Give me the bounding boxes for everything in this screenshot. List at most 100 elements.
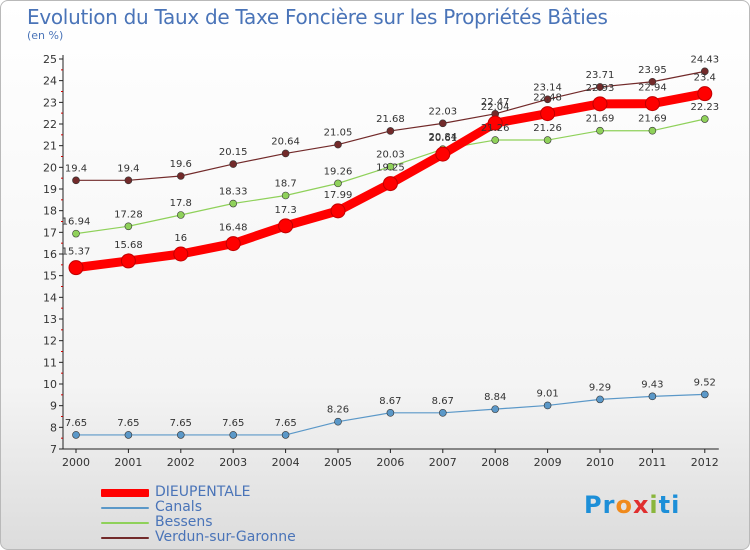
data-label: 23.95: [638, 65, 667, 76]
data-label: 19.4: [117, 163, 139, 174]
x-tick-label: 2007: [429, 456, 457, 469]
x-tick-label: 2010: [586, 456, 614, 469]
logo-part-1: Pr: [584, 491, 616, 519]
data-point: [382, 176, 398, 192]
x-tick-label: 2006: [376, 456, 404, 469]
data-label: 16.48: [219, 223, 248, 234]
data-label: 22.04: [481, 102, 510, 113]
legend-label: DIEUPENTALE: [155, 484, 251, 500]
data-point: [334, 417, 342, 426]
data-point: [592, 96, 608, 112]
proxiti-logo: Proxiti: [584, 491, 680, 519]
data-point: [697, 86, 713, 102]
data-label: 7.65: [117, 418, 139, 429]
data-label: 22.94: [638, 83, 667, 94]
y-tick-label: 20: [43, 161, 57, 174]
data-point: [68, 260, 84, 276]
data-label: 20.84: [428, 132, 457, 143]
y-tick-label: 25: [43, 53, 57, 66]
x-tick-label: 2008: [481, 456, 509, 469]
data-label: 9.52: [694, 377, 716, 388]
data-label: 17.8: [170, 198, 192, 209]
data-point: [648, 392, 657, 401]
data-label: 21.05: [324, 128, 353, 139]
data-label: 15.37: [62, 247, 91, 258]
y-tick-label: 9: [50, 400, 57, 413]
data-label: 22.47: [481, 97, 510, 108]
data-label: 7.65: [274, 418, 296, 429]
x-tick-label: 2009: [534, 456, 562, 469]
data-label: 22.23: [690, 102, 719, 113]
data-point: [334, 179, 342, 188]
data-point: [72, 176, 80, 185]
data-point: [648, 126, 657, 135]
legend-swatch: [101, 536, 149, 539]
data-label: 20.61: [428, 133, 457, 144]
logo-part-2: o: [615, 491, 633, 519]
data-point: [700, 67, 709, 76]
data-point: [435, 146, 451, 162]
legend-item: DIEUPENTALE: [101, 485, 296, 500]
data-label: 17.99: [324, 190, 353, 201]
data-label: 17.3: [274, 205, 296, 216]
data-point: [177, 431, 185, 439]
data-label: 9.29: [589, 382, 611, 393]
data-point: [229, 160, 237, 168]
data-point: [491, 136, 500, 144]
data-point: [281, 149, 290, 158]
legend-label: Canals: [155, 499, 202, 515]
data-point: [281, 191, 290, 200]
data-point: [596, 126, 604, 135]
data-label: 19.6: [170, 159, 192, 170]
chart-legend: DIEUPENTALE Canals Bessens Verdun-sur-Garon…: [101, 485, 296, 545]
data-point: [487, 115, 503, 131]
data-point: [386, 162, 395, 171]
y-tick-label: 13: [43, 313, 57, 326]
data-label: 17.28: [114, 209, 143, 220]
data-label: 22.03: [428, 106, 457, 117]
data-point: [72, 431, 80, 439]
data-point: [596, 395, 604, 404]
data-label: 20.64: [271, 136, 300, 147]
data-point: [281, 431, 290, 439]
x-tick-label: 2012: [691, 456, 719, 469]
data-point: [225, 236, 241, 252]
logo-part-4: i: [649, 491, 659, 519]
data-label: 21.69: [638, 114, 667, 125]
legend-swatch: [101, 521, 149, 524]
data-label: 21.69: [586, 114, 615, 125]
legend-swatch: [101, 488, 149, 497]
data-point: [438, 119, 447, 128]
data-label: 21.68: [376, 114, 405, 125]
data-point: [330, 203, 346, 219]
data-point: [700, 390, 709, 399]
x-tick-label: 2005: [324, 456, 352, 469]
y-tick-label: 11: [43, 356, 57, 369]
x-tick-label: 2004: [272, 456, 300, 469]
data-label: 18.7: [274, 179, 296, 190]
data-point: [700, 115, 709, 123]
data-point: [543, 95, 552, 104]
data-label: 19.26: [324, 166, 353, 177]
y-tick-label: 15: [43, 270, 57, 283]
y-tick-label: 22: [43, 118, 57, 131]
x-tick-label: 2000: [62, 456, 90, 469]
y-tick-label: 18: [43, 205, 57, 218]
data-label: 19.4: [65, 163, 87, 174]
data-label: 15.68: [114, 240, 143, 251]
y-tick-label: 17: [43, 226, 57, 239]
data-point: [72, 229, 80, 238]
y-tick-label: 8: [50, 421, 57, 434]
data-point: [173, 246, 189, 262]
legend-item: Verdun-sur-Garonne: [101, 530, 296, 545]
data-point: [177, 211, 185, 219]
y-tick-label: 23: [43, 96, 57, 109]
legend-label: Bessens: [155, 514, 213, 530]
data-label: 19.25: [376, 163, 405, 174]
legend-item: Bessens: [101, 515, 296, 530]
data-label: 23.71: [586, 70, 615, 81]
data-label: 23.14: [533, 82, 562, 93]
y-tick-label: 7: [50, 443, 57, 456]
